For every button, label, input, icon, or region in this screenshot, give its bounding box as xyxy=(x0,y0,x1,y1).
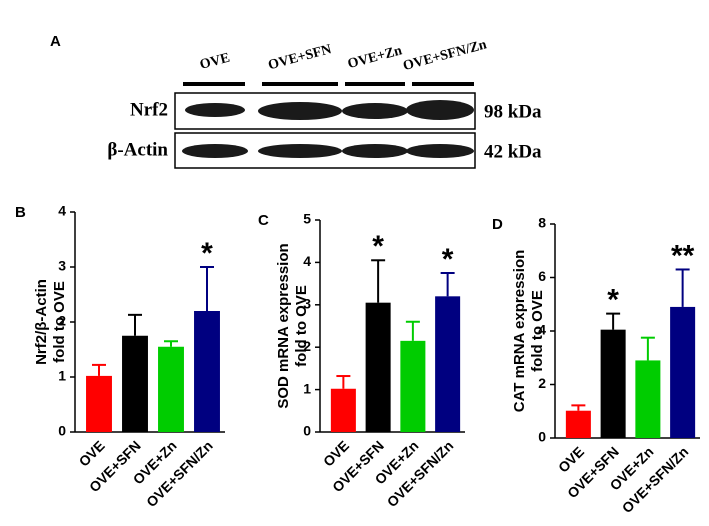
bar xyxy=(600,329,626,438)
y-tick-label: 0 xyxy=(58,423,66,439)
bar xyxy=(330,388,356,432)
significance-label: * xyxy=(372,230,384,263)
panel-label: A xyxy=(50,33,61,50)
y-tick-label: 2 xyxy=(58,313,66,329)
significance-label: * xyxy=(201,237,213,270)
bar xyxy=(86,375,112,432)
bar xyxy=(158,346,184,432)
y-tick-label: 8 xyxy=(538,215,546,231)
y-tick-label: 1 xyxy=(58,368,66,384)
bar xyxy=(635,360,661,438)
significance-label: ** xyxy=(671,239,695,272)
bar xyxy=(400,340,426,432)
y-axis-label: Nrf2/β-Actin xyxy=(33,279,50,365)
x-tick-label: OVE xyxy=(76,437,108,469)
panel-label: C xyxy=(258,212,269,229)
y-axis-label: fold to OVE xyxy=(51,281,68,363)
y-tick-label: 3 xyxy=(303,296,311,312)
bar xyxy=(194,311,220,432)
panel-label: D xyxy=(492,216,503,233)
lane-label: OVE+SFN xyxy=(267,42,333,73)
western-blot: A OVE OVE+SFN OVE+Zn OVE+SFN/Zn Nrf2 β-A… xyxy=(50,33,542,169)
size-label: 42 kDa xyxy=(484,141,542,162)
lane-label: OVE+Zn xyxy=(346,43,404,72)
y-tick-label: 2 xyxy=(538,375,546,391)
y-axis-label: SOD mRNA expression xyxy=(275,243,292,408)
y-axis-label: fold to OVE xyxy=(293,285,310,367)
y-tick-label: 4 xyxy=(303,253,311,269)
lane-label: OVE+SFN/Zn xyxy=(402,37,489,74)
row-label: Nrf2 xyxy=(130,99,168,120)
y-tick-label: 4 xyxy=(538,322,546,338)
size-label: 98 kDa xyxy=(484,101,542,122)
significance-label: * xyxy=(442,243,454,276)
bar xyxy=(670,306,696,438)
y-tick-label: 5 xyxy=(303,211,311,227)
y-tick-label: 0 xyxy=(303,423,311,439)
y-tick-label: 3 xyxy=(58,258,66,274)
y-axis-label: CAT mRNA expression xyxy=(511,250,528,413)
significance-label: * xyxy=(607,284,619,317)
row-label: β-Actin xyxy=(107,139,168,160)
bar xyxy=(435,296,461,432)
bar xyxy=(122,335,148,432)
y-tick-label: 6 xyxy=(538,268,546,284)
bar xyxy=(565,410,591,438)
lane-label: OVE xyxy=(198,51,231,73)
y-axis-label: fold to OVE xyxy=(529,290,546,372)
panel-label: B xyxy=(15,204,26,221)
lane-bars xyxy=(183,82,474,86)
bands xyxy=(182,100,474,158)
bar xyxy=(365,302,391,432)
y-tick-label: 1 xyxy=(303,380,311,396)
y-tick-label: 4 xyxy=(58,203,66,219)
y-tick-label: 0 xyxy=(538,429,546,445)
y-tick-label: 2 xyxy=(303,338,311,354)
